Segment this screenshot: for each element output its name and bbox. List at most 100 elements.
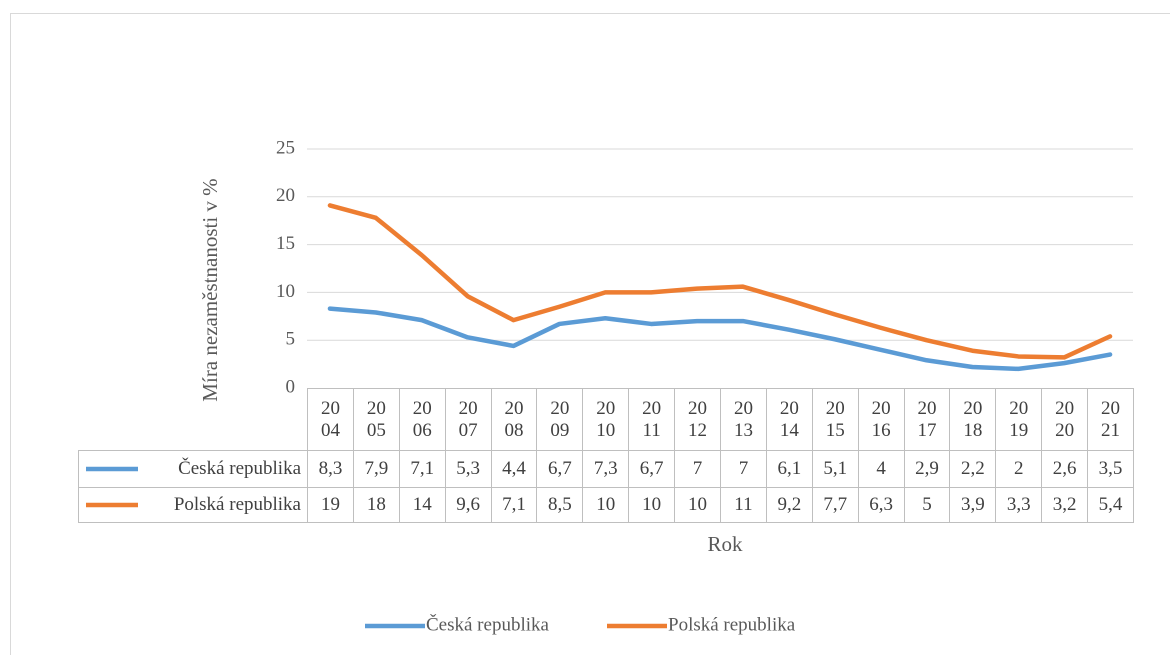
x-tick-label-text: 2008 (504, 397, 524, 441)
table-value: 5,3 (444, 450, 492, 488)
y-tick-label: 20 (276, 185, 295, 206)
x-tick-label-text: 2010 (596, 397, 616, 441)
x-tick-label-text: 2009 (550, 397, 570, 441)
x-tick-label: 2020 (1041, 388, 1089, 451)
table-row-header-text: Polská republika (173, 494, 301, 515)
table-value-text: 2,9 (915, 458, 939, 479)
x-tick-label: 2016 (857, 388, 905, 451)
table-row-header-text: Česká republika (178, 458, 301, 479)
table-value: 6,1 (765, 450, 813, 488)
table-value: 6,7 (628, 450, 676, 488)
x-tick-label-text: 2005 (366, 397, 386, 441)
x-tick-label-text: 2013 (733, 397, 753, 441)
x-tick-label: 2013 (720, 388, 767, 451)
table-value: 10 (582, 487, 630, 523)
table-value-text: 2,2 (961, 458, 985, 479)
table-value: 7,1 (398, 450, 446, 488)
table-value-text: 10 (688, 494, 708, 515)
table-value-text: 2 (1014, 458, 1024, 479)
table-value: 8,3 (307, 450, 354, 488)
table-value: 3,5 (1087, 450, 1134, 488)
table-value-text: 5,3 (456, 458, 480, 479)
x-tick-label-text: 2018 (963, 397, 983, 441)
x-tick-label: 2005 (352, 388, 400, 451)
x-tick-label: 2009 (536, 388, 584, 451)
table-value: 6,7 (536, 450, 584, 488)
y-axis-title: Míra nezaměstnanosti v % (198, 178, 222, 401)
table-value-text: 7,3 (593, 458, 618, 479)
table-value-text: 6,1 (777, 458, 802, 479)
table-value-text: 19 (320, 494, 340, 515)
table-value: 3,2 (1041, 487, 1089, 523)
table-value: 7 (674, 450, 721, 488)
x-tick-label-text: 2004 (320, 397, 340, 441)
table-value-text: 8,5 (548, 494, 572, 515)
y-tick-label: 0 (286, 376, 296, 397)
table-value: 9,2 (765, 487, 813, 523)
table-value-text: 7,1 (410, 458, 435, 479)
x-tick-label: 2010 (582, 388, 630, 451)
x-tick-label-text: 2016 (871, 397, 891, 441)
table-value-text: 10 (596, 494, 616, 515)
x-tick-label-text: 2006 (412, 397, 432, 441)
table-value: 7,7 (811, 487, 859, 523)
x-tick-label: 2008 (490, 388, 538, 451)
x-tick-label: 2019 (995, 388, 1043, 451)
table-value: 2,9 (903, 450, 951, 488)
x-tick-label: 2012 (674, 388, 721, 451)
x-tick-label-text: 2019 (1009, 397, 1029, 441)
table-value: 7,3 (582, 450, 630, 488)
table-value-text: 8,3 (318, 458, 343, 479)
x-tick-label: 2017 (903, 388, 951, 451)
table-value-text: 5,4 (1098, 494, 1123, 515)
table-value: 19 (307, 487, 354, 523)
x-tick-label-text: 2012 (688, 397, 708, 441)
table-value-text: 7,7 (823, 494, 848, 515)
table-value: 14 (398, 487, 446, 523)
x-tick-label: 2021 (1087, 388, 1134, 451)
x-tick-label-text: 2020 (1055, 397, 1075, 441)
table-value-text: 6,3 (869, 494, 893, 515)
table-value-text: 7,1 (502, 494, 526, 515)
table-value: 3,9 (949, 487, 997, 523)
table-value: 11 (720, 487, 767, 523)
table-value: 5 (903, 487, 951, 523)
x-tick-label: 2014 (765, 388, 813, 451)
x-tick-label-text: 2017 (917, 397, 937, 441)
table-value: 2,6 (1041, 450, 1089, 488)
line-series (327, 306, 1113, 372)
table-value: 5,1 (811, 450, 859, 488)
table-row-header: Česká republika (78, 450, 308, 488)
table-value-text: 9,2 (777, 494, 802, 515)
table-value: 10 (674, 487, 721, 523)
table-value: 3,3 (995, 487, 1043, 523)
table-value-text: 7 (738, 458, 749, 479)
x-tick-label: 2018 (949, 388, 997, 451)
table-value: 7,1 (490, 487, 538, 523)
table-value-text: 4,4 (502, 458, 526, 479)
table-value: 18 (352, 487, 400, 523)
x-tick-label-text: 2014 (779, 397, 799, 441)
y-tick-label: 5 (286, 329, 296, 350)
table-value: 4,4 (490, 450, 538, 488)
table-value-text: 7,9 (364, 458, 389, 479)
table-value: 4 (857, 450, 905, 488)
table-value: 7,9 (352, 450, 400, 488)
y-tick-label: 15 (276, 233, 295, 254)
table-value: 9,6 (444, 487, 492, 523)
table-value: 10 (628, 487, 676, 523)
table-value-text: 9,6 (456, 494, 480, 515)
x-axis-title: Rok (707, 532, 743, 556)
y-tick-label: 10 (276, 281, 295, 302)
x-tick-label: 2011 (628, 388, 676, 451)
x-tick-label: 2006 (398, 388, 446, 451)
table-value: 7 (720, 450, 767, 488)
x-tick-label: 2004 (307, 388, 354, 451)
y-tick-label: 25 (276, 137, 295, 158)
x-tick-label-text: 2011 (642, 397, 662, 441)
x-tick-label: 2007 (444, 388, 492, 451)
chart-border (10, 13, 1170, 655)
table-value-text: 18 (366, 494, 386, 515)
